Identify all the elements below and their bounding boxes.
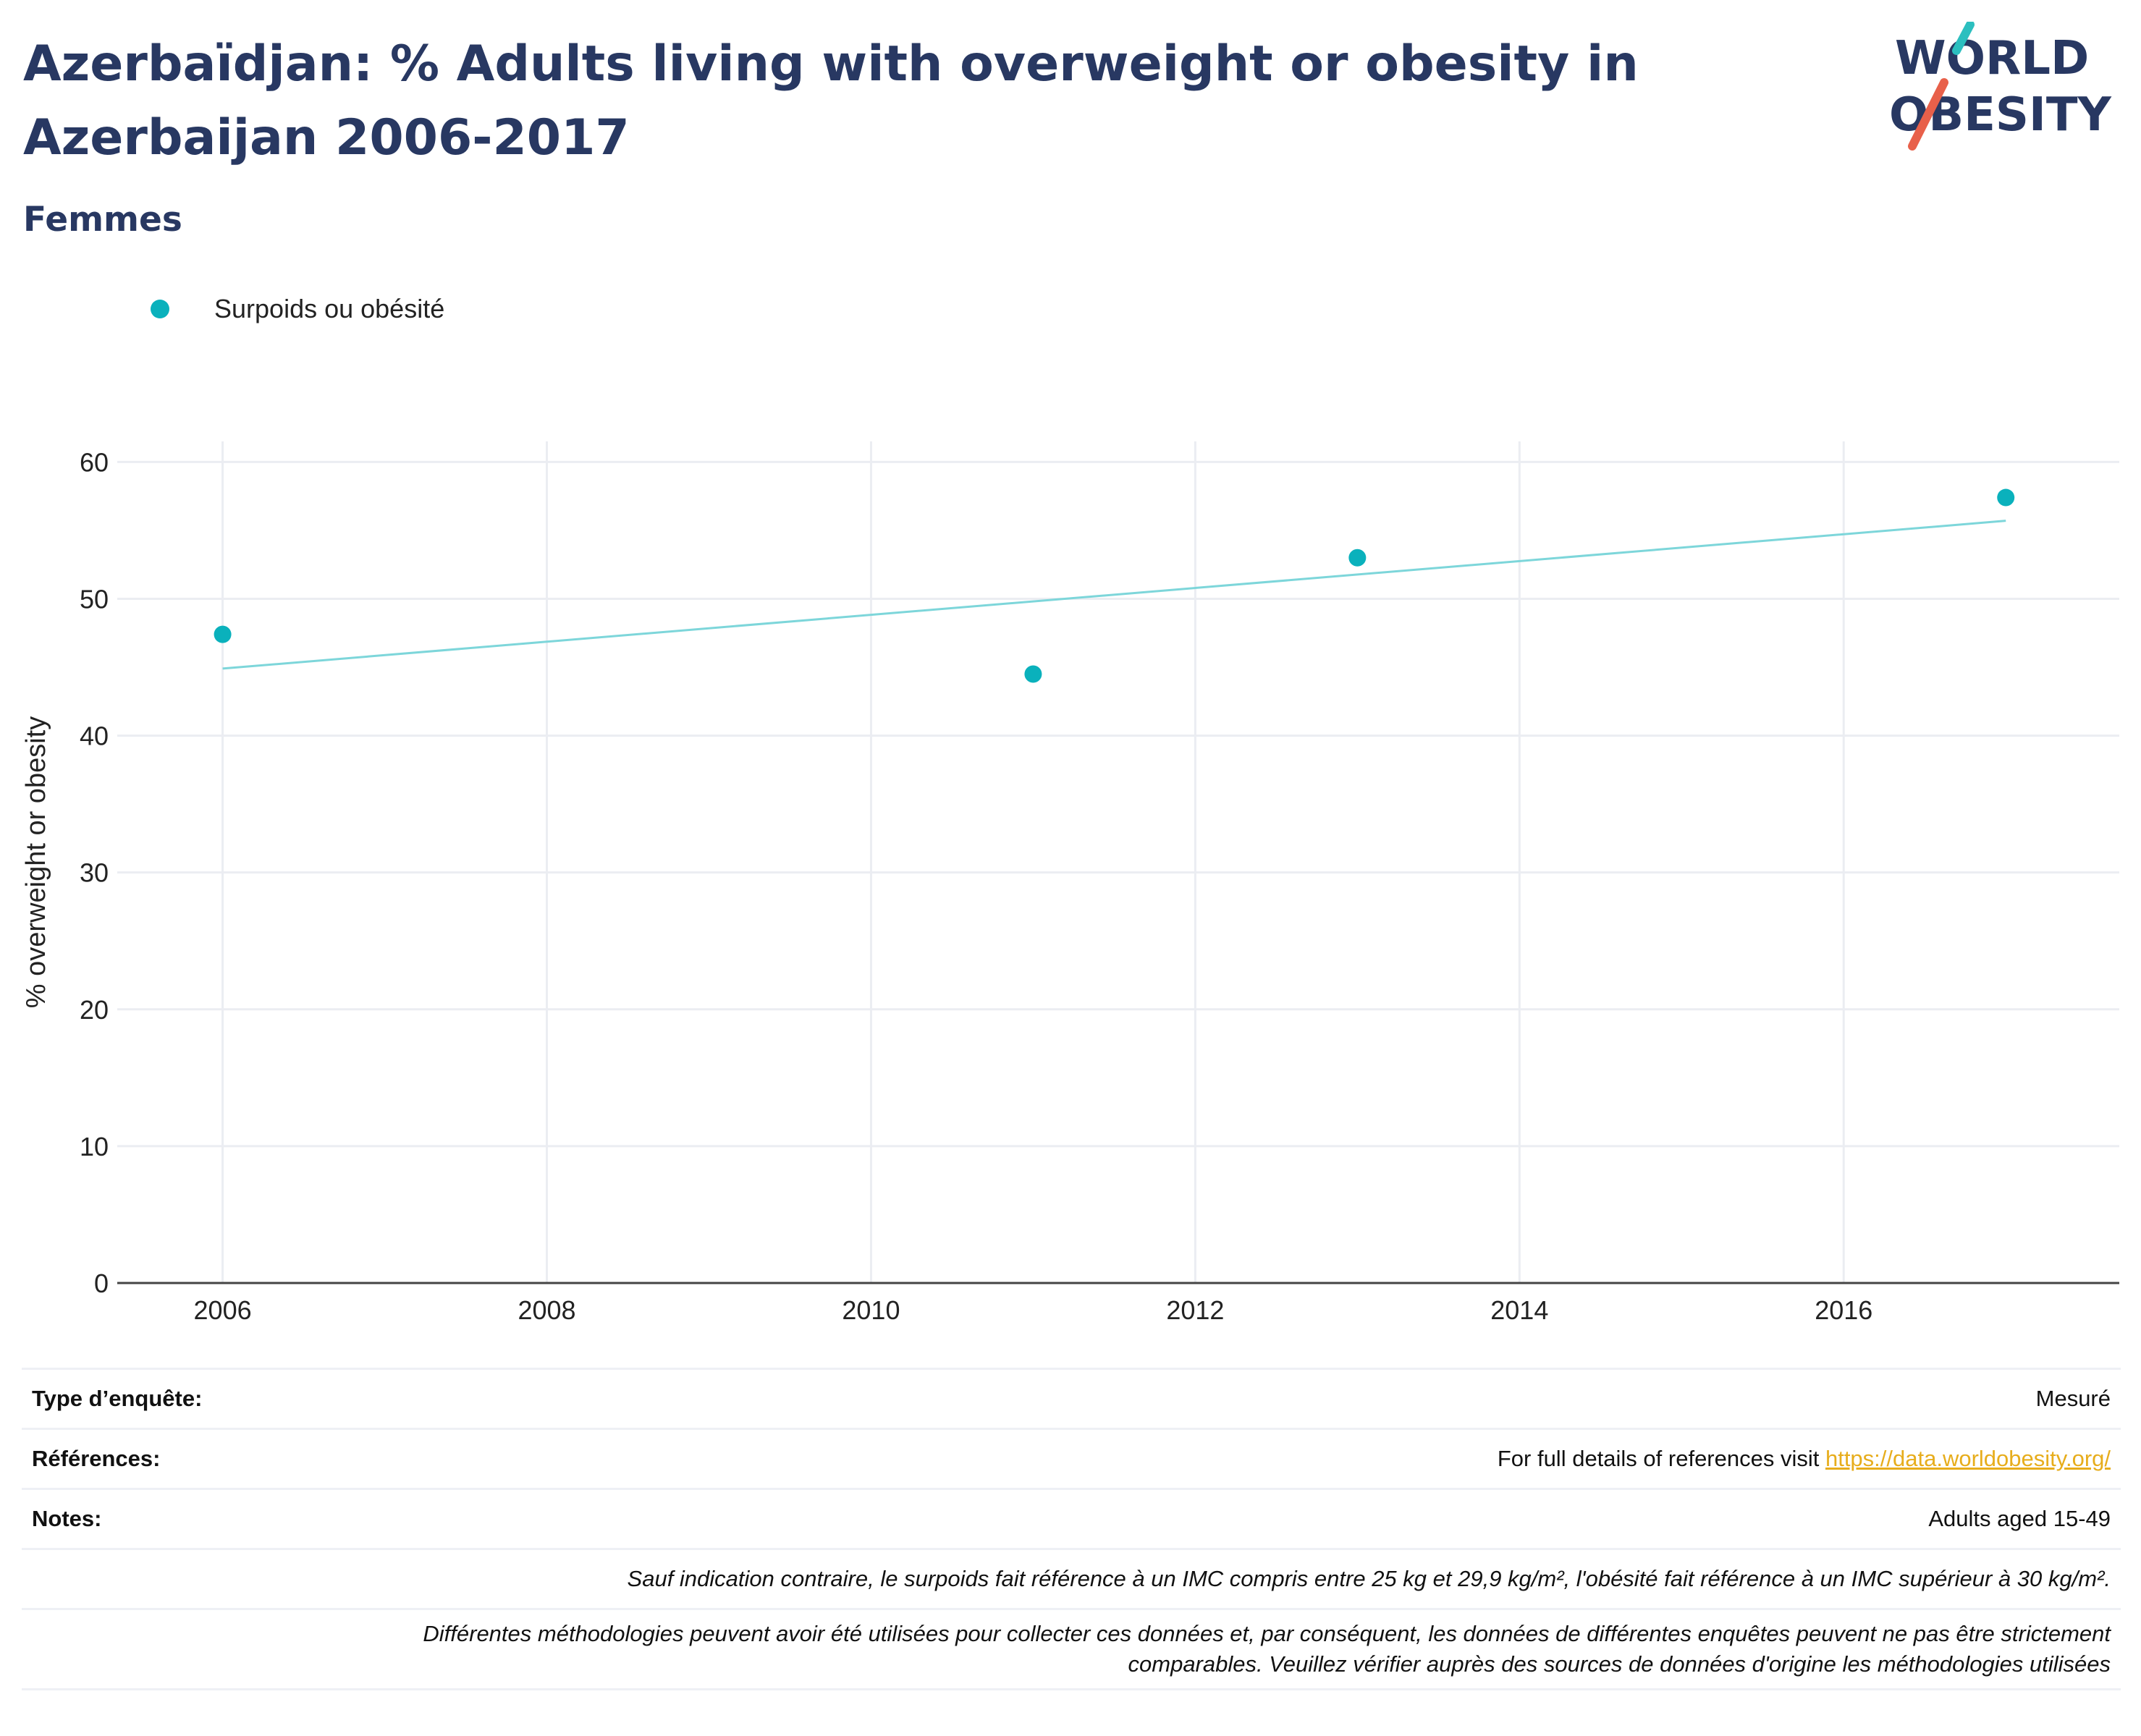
world-obesity-logo: WORLD OBESITY xyxy=(1889,22,2111,151)
scatter-chart: 0 10 20 30 40 50 60 2006 2008 2010 2012 2014 2016 % … xyxy=(21,441,2119,1325)
references-text: For full details of references visit xyxy=(1497,1446,1825,1471)
y-tick-label: 60 xyxy=(80,447,109,477)
x-tick-label: 2006 xyxy=(194,1295,252,1325)
y-tick-label: 0 xyxy=(94,1269,109,1298)
info-label-references: Références: xyxy=(22,1428,274,1489)
note-methodology-line1: Différentes méthodologies peuvent avoir … xyxy=(423,1621,2111,1646)
y-tick-label: 30 xyxy=(80,858,109,888)
info-table: Type d’enquête: Mesuré Références: For f… xyxy=(22,1368,2121,1690)
x-tick-label: 2014 xyxy=(1490,1295,1548,1325)
data-point xyxy=(214,625,232,643)
logo-teal-slash xyxy=(1952,22,1975,55)
info-row-references: Références: For full details of referenc… xyxy=(22,1428,2121,1489)
legend-label: Surpoids ou obésité xyxy=(214,294,445,323)
data-point xyxy=(1024,665,1042,683)
data-point xyxy=(1348,549,1367,567)
info-row-note-definition: Sauf indication contraire, le surpoids f… xyxy=(22,1548,2121,1609)
y-axis-label: % overweight or obesity xyxy=(21,716,51,1008)
info-label-survey-type: Type d’enquête: xyxy=(22,1368,274,1429)
x-tick-label: 2008 xyxy=(518,1295,575,1325)
x-tick-label: 2012 xyxy=(1166,1295,1224,1325)
y-tick-label: 40 xyxy=(80,721,109,751)
x-tick-label: 2016 xyxy=(1815,1295,1872,1325)
legend[interactable]: Surpoids ou obésité xyxy=(151,291,444,327)
y-tick-label: 10 xyxy=(80,1132,109,1161)
note-methodology-line2: comparables. Veuillez vérifier auprès de… xyxy=(1128,1651,2111,1677)
logo-red-slash xyxy=(1908,78,1948,151)
y-tick-label: 50 xyxy=(80,584,109,614)
trend-line xyxy=(222,520,2006,670)
note-methodology: Différentes méthodologies peuvent avoir … xyxy=(22,1608,2121,1690)
y-tick-label: 20 xyxy=(80,995,109,1025)
data-point xyxy=(1997,488,2015,507)
references-link[interactable]: https://data.worldobesity.org/ xyxy=(1825,1446,2111,1471)
note-definition: Sauf indication contraire, le surpoids f… xyxy=(22,1548,2121,1609)
info-row-survey-type: Type d’enquête: Mesuré xyxy=(22,1368,2121,1429)
axis-layer: 0 10 20 30 40 50 60 2006 2008 2010 2012 2014 2016 xyxy=(80,447,2119,1325)
info-value-survey-type: Mesuré xyxy=(274,1368,2121,1429)
logo-text-world: WORLD xyxy=(1895,32,2089,85)
info-row-notes: Notes: Adults aged 15-49 xyxy=(22,1488,2121,1549)
trend-layer xyxy=(222,520,2006,670)
chart-subtitle: Femmes xyxy=(23,200,182,240)
info-row-note-methodology: Différentes méthodologies peuvent avoir … xyxy=(22,1608,2121,1690)
legend-marker xyxy=(151,300,169,318)
grid-layer xyxy=(117,441,2119,1283)
points-layer xyxy=(214,488,2015,683)
chart-title: Azerbaïdjan: % Adults living with overwe… xyxy=(23,35,1639,166)
info-value-references: For full details of references visit htt… xyxy=(274,1428,2121,1489)
info-label-notes: Notes: xyxy=(22,1488,274,1549)
x-tick-label: 2010 xyxy=(842,1295,900,1325)
info-value-notes: Adults aged 15-49 xyxy=(274,1488,2121,1549)
